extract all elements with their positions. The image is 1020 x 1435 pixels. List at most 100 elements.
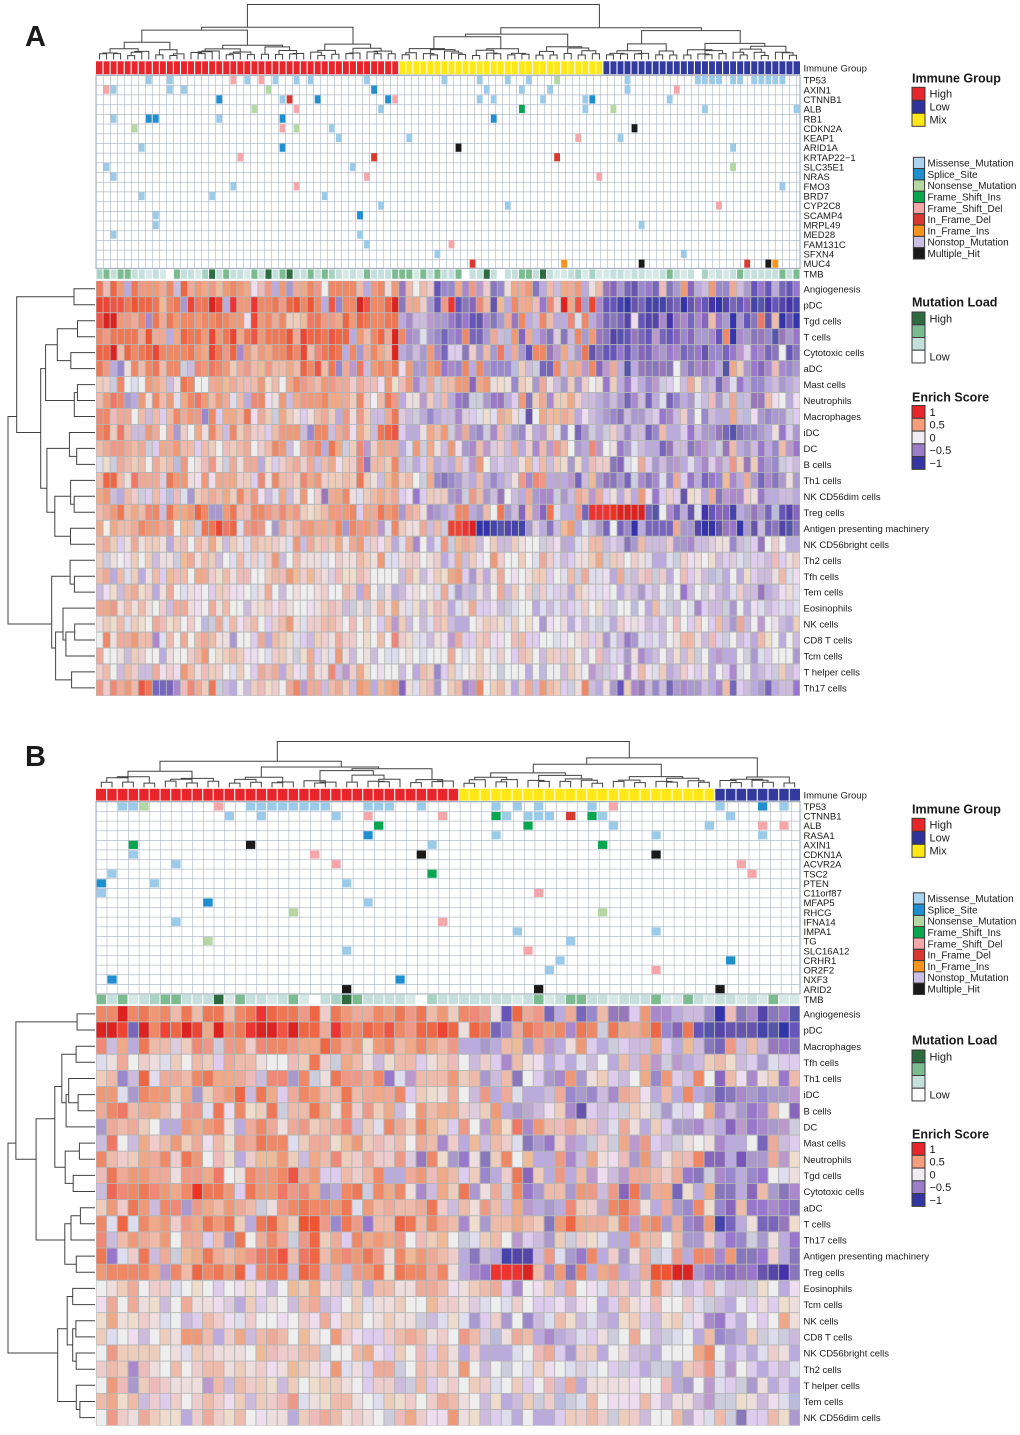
svg-text:0.5: 0.5 [930, 1157, 945, 1169]
svg-text:ARID2: ARID2 [804, 985, 832, 996]
svg-text:DC: DC [804, 444, 818, 455]
svg-text:−0.5: −0.5 [930, 1182, 952, 1194]
svg-text:Mix: Mix [930, 846, 948, 858]
svg-text:ACVR2A: ACVR2A [804, 860, 843, 871]
svg-text:MFAP5: MFAP5 [804, 898, 835, 909]
svg-text:NXF3: NXF3 [804, 975, 828, 986]
svg-text:CRHR1: CRHR1 [804, 956, 837, 967]
svg-text:Angiogenesis: Angiogenesis [804, 1010, 861, 1021]
svg-text:Th2 cells: Th2 cells [804, 1365, 842, 1376]
svg-text:Nonstop_Mutation: Nonstop_Mutation [928, 973, 1009, 984]
svg-text:Enrich Score: Enrich Score [912, 1128, 989, 1142]
svg-text:NK cells: NK cells [804, 1316, 839, 1327]
svg-text:High: High [930, 1051, 953, 1063]
svg-text:Tfh cells: Tfh cells [804, 1058, 840, 1069]
svg-text:Th1 cells: Th1 cells [804, 476, 842, 487]
svg-text:Mix: Mix [930, 115, 948, 127]
svg-text:1: 1 [930, 1144, 936, 1156]
svg-text:BRD7: BRD7 [804, 192, 829, 203]
svg-text:Antigen presenting machinery: Antigen presenting machinery [804, 1252, 930, 1263]
svg-text:Mast cells: Mast cells [804, 1139, 846, 1150]
svg-text:NK CD56dim cells: NK CD56dim cells [804, 1413, 881, 1424]
svg-text:0: 0 [930, 1170, 936, 1182]
svg-text:Nonstop_Mutation: Nonstop_Mutation [928, 238, 1009, 249]
svg-text:PTEN: PTEN [804, 879, 829, 890]
svg-text:In_Frame_Del: In_Frame_Del [928, 215, 991, 226]
svg-text:T helper cells: T helper cells [804, 668, 861, 679]
svg-text:FMO3: FMO3 [804, 182, 830, 193]
svg-text:CTNNB1: CTNNB1 [804, 95, 842, 106]
svg-text:Immune Group: Immune Group [912, 72, 1001, 86]
svg-text:Splice_Site: Splice_Site [928, 170, 978, 181]
svg-text:Nonsense_Mutation: Nonsense_Mutation [928, 917, 1017, 928]
svg-text:Frame_Shift_Ins: Frame_Shift_Ins [928, 928, 1001, 939]
svg-text:Tem cells: Tem cells [804, 1397, 844, 1408]
svg-text:RASA1: RASA1 [804, 831, 835, 842]
svg-text:Multiple_Hit: Multiple_Hit [928, 985, 980, 996]
svg-text:TP53: TP53 [804, 802, 827, 813]
svg-text:SLC35E1: SLC35E1 [804, 163, 845, 174]
svg-text:Tgd cells: Tgd cells [804, 1171, 842, 1182]
svg-text:Mutation Load: Mutation Load [912, 1034, 997, 1048]
svg-text:KEAP1: KEAP1 [804, 134, 835, 145]
svg-text:NK CD56bright cells: NK CD56bright cells [804, 540, 890, 551]
svg-text:SFXN4: SFXN4 [804, 250, 835, 261]
svg-text:Eosinophils: Eosinophils [804, 604, 853, 615]
svg-text:NK CD56dim cells: NK CD56dim cells [804, 492, 881, 503]
svg-text:Neutrophils: Neutrophils [804, 396, 852, 407]
svg-text:0: 0 [930, 433, 936, 445]
svg-text:Nonsense_Mutation: Nonsense_Mutation [928, 181, 1017, 192]
svg-text:Low: Low [930, 352, 950, 364]
svg-text:OR2F2: OR2F2 [804, 966, 835, 977]
svg-text:Low: Low [930, 102, 950, 114]
svg-text:CTNNB1: CTNNB1 [804, 812, 842, 823]
svg-text:TG: TG [804, 937, 817, 948]
svg-text:Th17 cells: Th17 cells [804, 1236, 848, 1247]
svg-text:−1: −1 [930, 458, 943, 470]
svg-text:Enrich Score: Enrich Score [912, 391, 989, 405]
svg-text:B cells: B cells [804, 1106, 832, 1117]
svg-text:A: A [25, 21, 46, 53]
svg-text:Immune Group: Immune Group [912, 803, 1001, 817]
svg-text:MUC4: MUC4 [804, 259, 831, 270]
svg-text:AXIN1: AXIN1 [804, 85, 831, 96]
svg-text:Missense_Mutation: Missense_Mutation [928, 894, 1014, 905]
svg-text:ALB: ALB [804, 105, 822, 116]
svg-text:B: B [25, 741, 46, 773]
svg-text:TMB: TMB [804, 995, 824, 1006]
svg-text:B cells: B cells [804, 460, 832, 471]
svg-text:FAM131C: FAM131C [804, 240, 846, 251]
svg-text:Cytotoxic cells: Cytotoxic cells [804, 1187, 865, 1198]
svg-text:Low: Low [930, 1090, 950, 1102]
svg-text:Immune Group: Immune Group [804, 790, 867, 801]
svg-text:aDC: aDC [804, 364, 823, 375]
svg-text:Frame_Shift_Del: Frame_Shift_Del [928, 204, 1003, 215]
svg-text:Multiple_Hit: Multiple_Hit [928, 249, 980, 260]
svg-text:MRPL49: MRPL49 [804, 221, 841, 232]
svg-text:Macrophages: Macrophages [804, 412, 862, 423]
svg-text:Tcm cells: Tcm cells [804, 1300, 843, 1311]
svg-text:TSC2: TSC2 [804, 869, 828, 880]
svg-text:NK CD56bright cells: NK CD56bright cells [804, 1349, 890, 1360]
svg-text:iDC: iDC [804, 428, 820, 439]
svg-text:pDC: pDC [804, 1026, 823, 1037]
svg-text:Th2 cells: Th2 cells [804, 556, 842, 567]
svg-text:Neutrophils: Neutrophils [804, 1155, 852, 1166]
svg-text:Treg cells: Treg cells [804, 508, 845, 519]
svg-text:Treg cells: Treg cells [804, 1268, 845, 1279]
svg-text:High: High [930, 313, 953, 325]
svg-text:TP53: TP53 [804, 76, 827, 87]
svg-text:T cells: T cells [804, 1219, 832, 1230]
svg-text:Tem cells: Tem cells [804, 588, 844, 599]
svg-text:Splice_Site: Splice_Site [928, 905, 978, 916]
svg-text:Low: Low [930, 833, 950, 845]
svg-text:IFNA14: IFNA14 [804, 918, 836, 929]
svg-text:AXIN1: AXIN1 [804, 841, 831, 852]
svg-text:Eosinophils: Eosinophils [804, 1284, 853, 1295]
svg-text:T helper cells: T helper cells [804, 1381, 861, 1392]
svg-text:Cytotoxic cells: Cytotoxic cells [804, 348, 865, 359]
svg-text:Mast cells: Mast cells [804, 380, 846, 391]
svg-text:IMPA1: IMPA1 [804, 927, 832, 938]
svg-text:CDKN2A: CDKN2A [804, 124, 843, 135]
svg-text:Frame_Shift_Del: Frame_Shift_Del [928, 939, 1003, 950]
